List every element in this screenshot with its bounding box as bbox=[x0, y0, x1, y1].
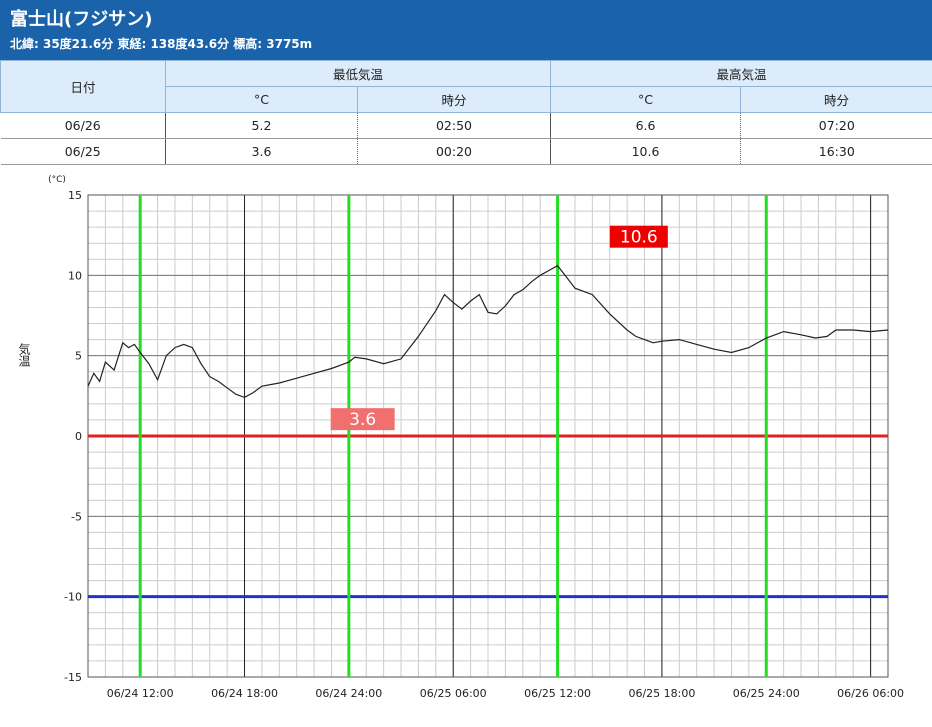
date-column-header: 日付 bbox=[1, 61, 166, 113]
x-tick-label: 06/24 18:00 bbox=[211, 687, 278, 700]
y-tick-labels: 15 10 5 0 -5 -10 -15 bbox=[64, 189, 82, 684]
row-min-time: 00:20 bbox=[358, 139, 551, 165]
annotation-layer: 3.6 10.6 bbox=[331, 226, 668, 430]
temperature-summary-table: 日付 最低気温 最高気温 °C 時分 °C 時分 06/26 5.2 02:50… bbox=[0, 60, 932, 165]
annotation-label: 3.6 bbox=[349, 410, 376, 430]
x-tick-label: 06/25 18:00 bbox=[628, 687, 695, 700]
row-max-time: 07:20 bbox=[741, 113, 932, 139]
row-max-time: 16:30 bbox=[741, 139, 932, 165]
max-unit-header: °C bbox=[551, 87, 741, 113]
x-tick-labels: 06/24 12:00 06/24 18:00 06/24 24:00 06/25 0… bbox=[107, 687, 904, 700]
y-unit-label: (°C) bbox=[48, 175, 66, 185]
x-tick-label: 06/26 06:00 bbox=[837, 687, 904, 700]
y-tick-label: 0 bbox=[75, 430, 82, 443]
station-title: 富士山(フジサン) bbox=[10, 8, 922, 32]
y-axis-label: 気温 bbox=[17, 342, 31, 367]
row-min-time: 02:50 bbox=[358, 113, 551, 139]
x-tick-label: 06/25 06:00 bbox=[420, 687, 487, 700]
y-tick-label: -5 bbox=[71, 510, 82, 523]
x-tick-label: 06/25 12:00 bbox=[524, 687, 591, 700]
table-row: 06/25 3.6 00:20 10.6 16:30 bbox=[1, 139, 932, 165]
row-min-temp: 5.2 bbox=[166, 113, 358, 139]
y-tick-label: 5 bbox=[75, 350, 82, 363]
x-tick-label: 06/25 24:00 bbox=[733, 687, 800, 700]
y-tick-label: -10 bbox=[64, 591, 82, 604]
x-tick-label: 06/24 24:00 bbox=[315, 687, 382, 700]
row-max-temp: 6.6 bbox=[551, 113, 741, 139]
max-time-header: 時分 bbox=[741, 87, 932, 113]
station-header: 富士山(フジサン) 北緯: 35度21.6分 東経: 138度43.6分 標高:… bbox=[0, 0, 932, 60]
annotation-label: 10.6 bbox=[620, 228, 658, 248]
row-date: 06/25 bbox=[1, 139, 166, 165]
row-min-temp: 3.6 bbox=[166, 139, 358, 165]
y-tick-label: -15 bbox=[64, 671, 82, 684]
station-info: 北緯: 35度21.6分 東経: 138度43.6分 標高: 3775m bbox=[10, 36, 922, 52]
row-max-temp: 10.6 bbox=[551, 139, 741, 165]
y-tick-label: 15 bbox=[68, 189, 82, 202]
row-date: 06/26 bbox=[1, 113, 166, 139]
max-temp-header: 最高気温 bbox=[551, 61, 932, 87]
min-temp-header: 最低気温 bbox=[166, 61, 551, 87]
x-tick-label: 06/24 12:00 bbox=[107, 687, 174, 700]
min-time-header: 時分 bbox=[358, 87, 551, 113]
table-row: 06/26 5.2 02:50 6.6 07:20 bbox=[1, 113, 932, 139]
min-unit-header: °C bbox=[166, 87, 358, 113]
y-tick-label: 10 bbox=[68, 269, 82, 282]
